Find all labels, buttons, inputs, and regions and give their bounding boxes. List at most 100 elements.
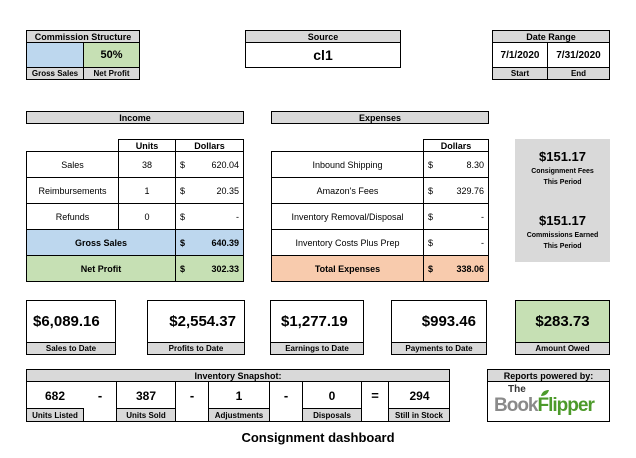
expense-row-amount: - — [481, 211, 484, 222]
profits-to-date-value: $2,554.37 — [169, 313, 236, 330]
still-in-stock-value: 294 — [388, 382, 450, 409]
expense-row-label: Inventory Costs Plus Prep — [271, 229, 424, 256]
gross-sales-amount: 640.39 — [211, 237, 239, 248]
payments-to-date-card: $993.46 Payments to Date — [391, 300, 487, 355]
gross-sales-dollars: $ 640.39 — [175, 229, 244, 256]
units-listed-label: Units Listed — [26, 408, 84, 422]
expense-row-label: Inventory Removal/Disposal — [271, 203, 424, 230]
date-start-value[interactable]: 7/1/2020 — [492, 42, 548, 68]
dollar-sign: $ — [180, 159, 186, 170]
amount-owed-card: $283.73 Amount Owed — [515, 300, 610, 355]
dollar-sign: $ — [180, 211, 186, 222]
commissions-earned-value: $151.17 — [539, 213, 586, 228]
dollar-sign: $ — [428, 211, 434, 222]
expense-row-label: Inbound Shipping — [271, 151, 424, 178]
date-end-value[interactable]: 7/31/2020 — [547, 42, 610, 68]
leaf-icon — [540, 384, 550, 396]
inventory-title: Inventory Snapshot: — [26, 369, 450, 382]
expense-row-label: Amazon's Fees — [271, 177, 424, 204]
income-row-dollars[interactable]: $ 20.35 — [175, 177, 244, 204]
expense-row-amount: - — [481, 237, 484, 248]
income-row-dollars[interactable]: $ 620.04 — [175, 151, 244, 178]
dollar-sign: $ — [180, 237, 186, 248]
disposals-value: 0 — [302, 382, 362, 409]
sales-to-date-value: $6,089.16 — [33, 313, 100, 330]
operator-equals: = — [371, 388, 379, 403]
net-profit-amount: 302.33 — [211, 263, 239, 274]
profits-to-date-label: Profits to Date — [147, 342, 245, 355]
dashboard-caption: Consignment dashboard — [241, 430, 395, 445]
logo-flipper-text: Flipper — [537, 395, 595, 416]
net-profit-label: Net Profit — [26, 255, 176, 282]
amount-owed-label: Amount Owed — [515, 342, 610, 355]
income-row-label: Reimbursements — [26, 177, 119, 204]
commission-blue-swatch — [26, 42, 84, 68]
income-row-amount: - — [236, 211, 239, 222]
commission-label-gross: Gross Sales — [26, 67, 84, 80]
consignment-fees-label: Consignment Fees — [531, 168, 594, 175]
commission-label-net: Net Profit — [83, 67, 140, 80]
amount-owed-value: $283.73 — [535, 313, 590, 330]
income-row-label: Sales — [26, 151, 119, 178]
expense-row-amount: 8.30 — [466, 159, 484, 170]
commission-percent[interactable]: 50% — [83, 42, 140, 68]
income-table: Units Dollars Sales 38 $ 620.04 Reimburs… — [26, 139, 244, 286]
logo-the-text: The — [508, 384, 526, 395]
sales-to-date-label: Sales to Date — [26, 342, 116, 355]
income-row-amount: 620.04 — [211, 159, 239, 170]
commissions-earned-period: This Period — [543, 243, 582, 250]
dollar-sign: $ — [428, 159, 434, 170]
expense-row-dollars[interactable]: $ 8.30 — [423, 151, 489, 178]
date-start-label: Start — [492, 67, 548, 80]
payments-to-date-value: $993.46 — [421, 313, 476, 330]
income-row-amount: 20.35 — [216, 185, 239, 196]
income-row-label: Refunds — [26, 203, 119, 230]
units-sold-label: Units Sold — [116, 408, 176, 422]
consignment-fees-period: This Period — [543, 179, 582, 186]
sales-to-date-card: $6,089.16 Sales to Date — [26, 300, 116, 355]
income-title: Income — [26, 111, 244, 124]
earnings-to-date-label: Earnings to Date — [270, 342, 364, 355]
disposals-label: Disposals — [302, 408, 362, 422]
total-expenses-label: Total Expenses — [271, 255, 424, 282]
profits-to-date-card: $2,554.37 Profits to Date — [147, 300, 245, 355]
operator-minus: - — [97, 388, 103, 403]
source-value[interactable]: cl1 — [245, 42, 401, 68]
bookflipper-logo[interactable]: The BookFlipper — [494, 384, 606, 420]
dollar-sign: $ — [428, 263, 434, 274]
expense-row-dollars[interactable]: $ - — [423, 203, 489, 230]
adjustments-value: 1 — [208, 382, 270, 409]
net-profit-dollars: $ 302.33 — [175, 255, 244, 282]
earnings-to-date-card: $1,277.19 Earnings to Date — [270, 300, 364, 355]
adjustments-label: Adjustments — [208, 408, 270, 422]
operator-minus: - — [283, 388, 289, 403]
commissions-earned-label: Commissions Earned — [526, 232, 599, 239]
total-expenses-dollars: $ 338.06 — [423, 255, 489, 282]
period-summary-panel: $151.17 Consignment Fees This Period $15… — [515, 139, 610, 262]
expenses-table: Dollars Inbound Shipping $ 8.30 Amazon's… — [271, 139, 489, 286]
date-end-label: End — [547, 67, 610, 80]
expense-row-dollars[interactable]: $ - — [423, 229, 489, 256]
units-listed-value: 682 — [44, 388, 66, 403]
income-row-dollars[interactable]: $ - — [175, 203, 244, 230]
still-in-stock-label: Still in Stock — [388, 408, 450, 422]
logo-book-text: Book — [494, 395, 538, 416]
income-row-units[interactable]: 1 — [118, 177, 176, 204]
expenses-title: Expenses — [271, 111, 489, 124]
dollar-sign: $ — [180, 263, 186, 274]
operator-minus: - — [189, 388, 195, 403]
total-expenses-amount: 338.06 — [456, 263, 484, 274]
dollar-sign: $ — [428, 237, 434, 248]
income-row-units[interactable]: 0 — [118, 203, 176, 230]
consignment-fees-value: $151.17 — [539, 149, 586, 164]
units-sold-value: 387 — [116, 382, 176, 409]
logo-wordmark: BookFlipper — [494, 395, 595, 417]
payments-to-date-label: Payments to Date — [391, 342, 487, 355]
expense-row-dollars[interactable]: $ 329.76 — [423, 177, 489, 204]
gross-sales-label: Gross Sales — [26, 229, 176, 256]
dollar-sign: $ — [180, 185, 186, 196]
expense-row-amount: 329.76 — [456, 185, 484, 196]
earnings-to-date-value: $1,277.19 — [281, 313, 348, 330]
powered-by-title: Reports powered by: — [487, 369, 610, 382]
income-row-units[interactable]: 38 — [118, 151, 176, 178]
